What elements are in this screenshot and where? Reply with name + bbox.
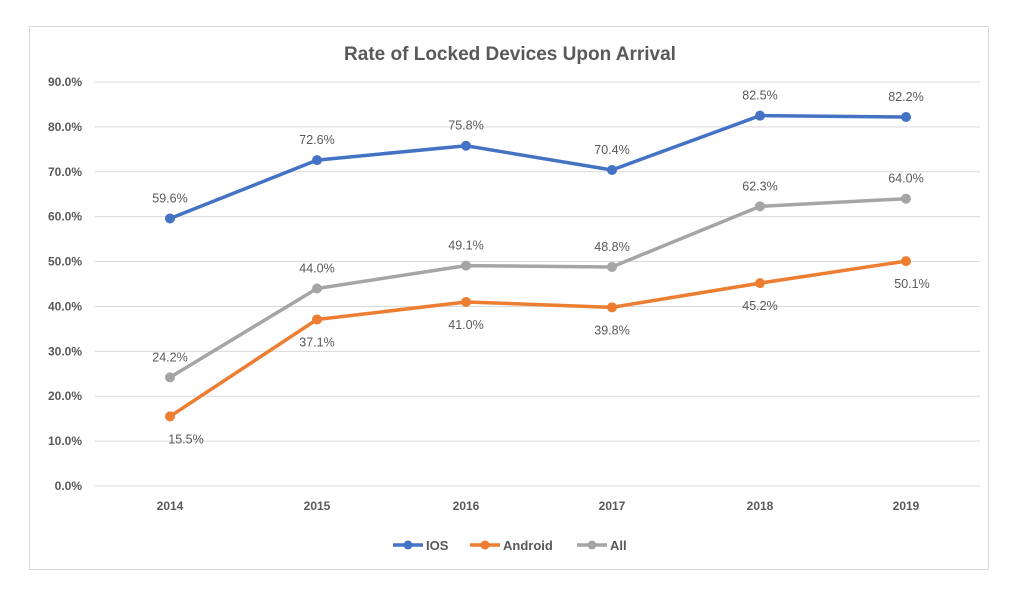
data-point-android: [901, 256, 911, 267]
data-point-all: [901, 193, 911, 204]
legend-label: Android: [503, 538, 553, 553]
legend-item-all: All: [577, 538, 627, 553]
legend-marker-icon: [480, 540, 490, 550]
chart-title: Rate of Locked Devices Upon Arrival: [344, 44, 676, 65]
data-label-all: 64.0%: [888, 172, 923, 186]
y-tick-label: 90.0%: [48, 75, 82, 89]
legend-item-ios: IOS: [393, 538, 449, 553]
data-point-all: [607, 261, 617, 272]
data-point-all: [312, 283, 322, 294]
data-label-android: 45.2%: [742, 299, 777, 313]
data-point-ios: [165, 213, 175, 224]
data-label-android: 39.8%: [594, 323, 629, 337]
data-label-all: 62.3%: [742, 179, 777, 193]
series-line-all: [169, 196, 907, 379]
data-label-android: 15.5%: [168, 432, 203, 446]
x-tick-label: 2018: [747, 499, 774, 513]
data-point-ios: [901, 112, 911, 123]
y-tick-label: 10.0%: [48, 434, 82, 448]
y-tick-label: 20.0%: [48, 389, 82, 403]
data-label-all: 49.1%: [448, 239, 483, 253]
x-axis-ticks: 2014 2015 2016 2017 2018 2019: [157, 499, 920, 513]
series-line-android: [169, 259, 907, 418]
data-label-all: 44.0%: [299, 261, 334, 275]
x-tick-label: 2017: [599, 499, 626, 513]
legend-label: IOS: [426, 538, 449, 553]
data-label-android: 37.1%: [299, 335, 334, 349]
x-tick-label: 2016: [453, 499, 480, 513]
data-point-android: [165, 411, 175, 422]
y-axis-ticks: 0.0% 10.0% 20.0% 30.0% 40.0% 50.0% 60.0% 70.0% 8…: [48, 75, 82, 493]
y-tick-label: 60.0%: [48, 210, 82, 224]
legend-marker-icon: [403, 540, 413, 550]
legend-marker-icon: [587, 540, 597, 550]
legend-item-android: Android: [470, 538, 553, 553]
data-point-all: [165, 372, 175, 383]
data-point-android: [461, 296, 471, 307]
data-labels: 59.6% 72.6% 75.8% 70.4% 82.5% 82.2% 15.5% 37.1%…: [152, 89, 929, 447]
data-point-ios: [312, 155, 322, 166]
x-tick-label: 2015: [304, 499, 331, 513]
data-label-android: 50.1%: [894, 277, 929, 291]
y-tick-label: 50.0%: [48, 255, 82, 269]
data-label-ios: 82.2%: [888, 90, 923, 104]
data-point-all: [755, 201, 765, 212]
data-label-ios: 70.4%: [594, 143, 629, 157]
gridlines: [95, 81, 980, 487]
data-label-android: 41.0%: [448, 318, 483, 332]
data-point-ios: [755, 110, 765, 121]
series-lines: [165, 110, 911, 422]
data-point-android: [312, 314, 322, 325]
x-tick-label: 2019: [893, 499, 920, 513]
data-label-all: 24.2%: [152, 350, 187, 364]
data-label-ios: 75.8%: [448, 119, 483, 133]
data-point-all: [461, 260, 471, 271]
data-label-ios: 59.6%: [152, 191, 187, 205]
series-line-ios: [169, 113, 907, 221]
legend-label: All: [610, 538, 627, 553]
y-tick-label: 80.0%: [48, 120, 82, 134]
data-point-ios: [461, 140, 471, 151]
y-tick-label: 30.0%: [48, 344, 82, 358]
data-point-android: [607, 302, 617, 313]
y-tick-label: 70.0%: [48, 165, 82, 179]
data-label-ios: 72.6%: [299, 133, 334, 147]
y-tick-label: 40.0%: [48, 299, 82, 313]
data-point-android: [755, 278, 765, 289]
legend: IOS Android All: [393, 538, 627, 553]
data-label-all: 48.8%: [594, 240, 629, 254]
data-point-ios: [607, 164, 617, 175]
y-tick-label: 0.0%: [55, 479, 83, 493]
data-label-ios: 82.5%: [742, 89, 777, 103]
x-tick-label: 2014: [157, 499, 184, 513]
